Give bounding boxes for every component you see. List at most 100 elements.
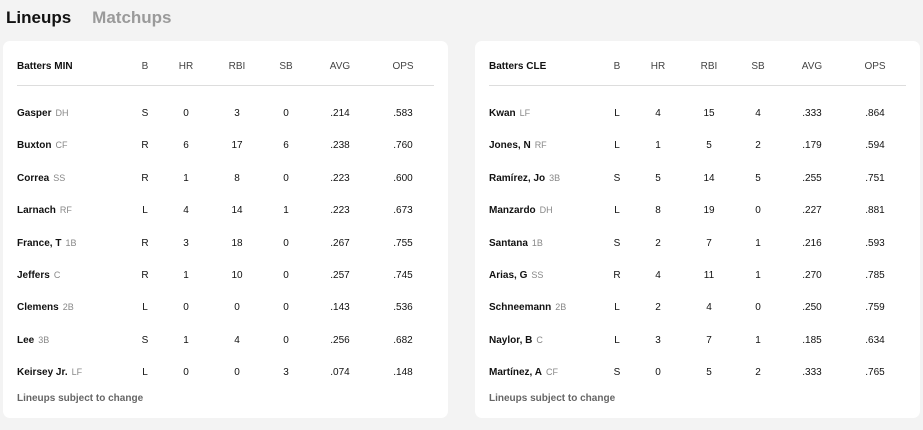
- stat-hr: 1: [183, 334, 189, 346]
- player-name[interactable]: Arias, G SS: [489, 270, 543, 281]
- stat-sb: 0: [755, 302, 761, 314]
- player-row[interactable]: Kwan LF L 4 15 4 .333 .864: [475, 108, 920, 122]
- stat-sb: 0: [283, 270, 289, 281]
- player-row[interactable]: Santana 1B S 2 7 1 .216 .593: [475, 238, 920, 252]
- player-name[interactable]: Gasper DH: [17, 108, 68, 119]
- player-row[interactable]: Buxton CF R 6 17 6 .238 .760: [3, 140, 448, 154]
- stat-ops: .583: [393, 108, 413, 119]
- player-name[interactable]: Ramírez, Jo 3B: [489, 173, 560, 184]
- player-name[interactable]: Correa SS: [17, 173, 65, 184]
- player-position: 1B: [531, 237, 543, 248]
- stat-avg: .214: [330, 108, 350, 119]
- player-name[interactable]: Jeffers C: [17, 270, 60, 281]
- stat-bats: S: [613, 237, 621, 249]
- stat-rbi: 4: [234, 334, 240, 346]
- tab-matchups[interactable]: Matchups: [92, 8, 172, 27]
- player-position: 1B: [65, 237, 77, 248]
- column-header-avg: AVG: [329, 61, 351, 72]
- stat-hr: 3: [183, 237, 189, 249]
- column-header-bats: B: [613, 61, 621, 72]
- stat-sb: 0: [755, 205, 761, 217]
- player-name[interactable]: Martínez, A CF: [489, 367, 558, 378]
- stat-bats: R: [141, 237, 149, 249]
- player-row[interactable]: Jones, N RF L 1 5 2 .179 .594: [475, 140, 920, 154]
- stat-ops: .594: [865, 140, 885, 152]
- player-row[interactable]: Keirsey Jr. LF L 0 0 3 .074 .148: [3, 367, 448, 381]
- player-position: 3B: [38, 334, 50, 345]
- tab-bar: Lineups Matchups: [6, 8, 172, 28]
- player-row[interactable]: Martínez, A CF S 0 5 2 .333 .765: [475, 367, 920, 381]
- stat-avg: .333: [802, 367, 822, 379]
- stat-bats: R: [141, 140, 149, 152]
- player-name[interactable]: Larnach RF: [17, 205, 72, 216]
- stat-ops: .765: [865, 367, 885, 379]
- stat-ops: .745: [393, 270, 413, 281]
- player-row[interactable]: Clemens 2B L 0 0 0 .143 .536: [3, 302, 448, 316]
- stat-sb: 2: [755, 367, 761, 379]
- stat-bats: L: [142, 367, 148, 379]
- stat-bats: L: [614, 108, 620, 119]
- player-name[interactable]: Kwan LF: [489, 108, 530, 119]
- lineup-disclaimer: Lineups subject to change: [17, 393, 144, 404]
- player-row[interactable]: Schneemann 2B L 2 4 0 .250 .759: [475, 302, 920, 316]
- player-name[interactable]: Jones, N RF: [489, 140, 547, 151]
- player-name-text: Manzardo: [489, 205, 536, 217]
- player-row[interactable]: France, T 1B R 3 18 0 .267 .755: [3, 238, 448, 252]
- player-name-text: Jones, N: [489, 140, 531, 152]
- stat-hr: 4: [655, 108, 661, 119]
- player-name-text: Schneemann: [489, 302, 552, 314]
- stat-ops: .600: [393, 172, 413, 184]
- player-name[interactable]: Schneemann 2B: [489, 302, 566, 313]
- player-position: CF: [55, 140, 68, 151]
- player-name-text: Santana: [489, 237, 528, 249]
- stat-bats: S: [141, 108, 149, 119]
- stat-hr: 4: [655, 270, 661, 281]
- team-title: Batters MIN: [17, 61, 73, 72]
- player-position: RF: [534, 140, 547, 151]
- player-row[interactable]: Naylor, B C L 3 7 1 .185 .634: [475, 335, 920, 349]
- lineup-disclaimer: Lineups subject to change: [489, 393, 616, 404]
- player-name[interactable]: Keirsey Jr. LF: [17, 367, 82, 378]
- player-name[interactable]: Buxton CF: [17, 140, 67, 151]
- player-name[interactable]: Santana 1B: [489, 238, 543, 249]
- stat-bats: L: [142, 205, 148, 217]
- player-position: C: [53, 270, 61, 280]
- column-header-sb: SB: [279, 61, 293, 72]
- player-row[interactable]: Larnach RF L 4 14 1 .223 .673: [3, 205, 448, 219]
- stat-avg: .250: [802, 302, 822, 314]
- player-name[interactable]: Manzardo DH: [489, 205, 553, 216]
- player-row[interactable]: Arias, G SS R 4 11 1.270.785: [475, 270, 920, 284]
- stat-hr: 6: [183, 140, 189, 152]
- stat-rbi: 5: [706, 367, 712, 379]
- stat-avg: .074: [330, 367, 350, 379]
- player-row[interactable]: Ramírez, Jo 3B S 5 14 5 .255 .751: [475, 173, 920, 187]
- player-name-text: Correa: [17, 172, 50, 184]
- player-name-text: Clemens: [17, 302, 59, 314]
- player-row[interactable]: Lee 3B S 1 4 0 .256 .682: [3, 335, 448, 349]
- stat-ops: .634: [865, 334, 885, 346]
- player-row[interactable]: Jeffers C R 1 10 0 .257 .745: [3, 270, 448, 284]
- stat-avg: .223: [330, 205, 350, 217]
- tab-lineups[interactable]: Lineups: [6, 8, 72, 27]
- player-row[interactable]: Manzardo DH L 8 19 0 .227 .881: [475, 205, 920, 219]
- column-header-rbi: RBI: [700, 61, 718, 72]
- stat-bats: L: [614, 140, 620, 152]
- stat-sb: 1: [283, 205, 289, 217]
- stat-avg: .256: [330, 334, 350, 346]
- stat-bats: S: [141, 334, 149, 346]
- stat-avg: .270: [802, 270, 822, 281]
- stat-sb: 1: [755, 334, 761, 346]
- column-header-sb: SB: [751, 61, 765, 72]
- player-name[interactable]: France, T 1B: [17, 238, 76, 249]
- player-row[interactable]: Correa SS R 1 8 0 .223 .600: [3, 173, 448, 187]
- player-name[interactable]: Clemens 2B: [17, 302, 74, 313]
- player-name[interactable]: Lee 3B: [17, 335, 49, 346]
- stat-avg: .143: [330, 302, 350, 314]
- player-row[interactable]: Gasper DH S 0 3 0 .214 .583: [3, 108, 448, 122]
- stat-hr: 4: [183, 205, 189, 217]
- stat-bats: L: [142, 302, 148, 314]
- stat-sb: 0: [283, 237, 289, 249]
- stat-avg: .333: [802, 108, 822, 119]
- column-header-avg: AVG: [801, 61, 823, 72]
